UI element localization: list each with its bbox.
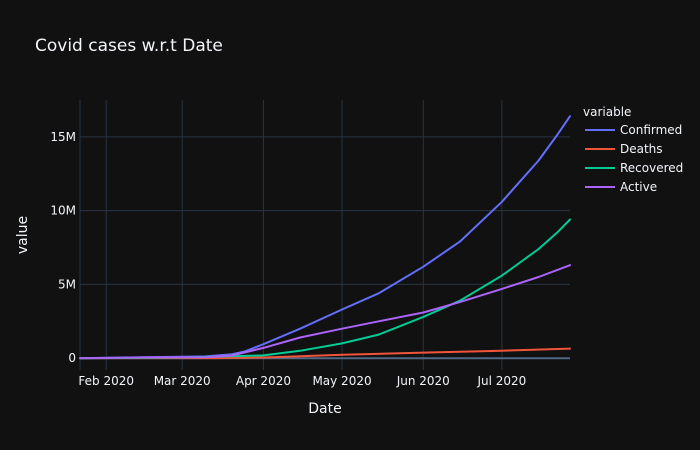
y-tick-label: 0 [68, 351, 76, 365]
legend-title: variable [583, 105, 631, 119]
grid [79, 100, 570, 370]
x-tick-label: Jul 2020 [476, 374, 526, 388]
x-tick-label: Jun 2020 [396, 374, 450, 388]
y-tick-label: 15M [50, 130, 76, 144]
legend-item-confirmed[interactable]: Confirmed [585, 123, 682, 137]
x-tick-label: Apr 2020 [236, 374, 291, 388]
series-line-recovered[interactable] [79, 218, 571, 360]
series-line-deaths[interactable] [79, 347, 571, 360]
y-axis-title: value [15, 216, 31, 254]
legend-label: Deaths [620, 142, 663, 156]
x-tick-label: Feb 2020 [78, 374, 134, 388]
x-tick-label: Mar 2020 [154, 374, 211, 388]
y-tick-label: 10M [50, 204, 76, 218]
plot-area [79, 115, 571, 360]
chart-title: Covid cases w.r.t Date [35, 36, 223, 56]
x-tick-label: May 2020 [312, 374, 371, 388]
legend-label: Recovered [620, 161, 683, 175]
y-axis-ticks: 0 5M 10M 15M [50, 130, 76, 365]
legend-item-deaths[interactable]: Deaths [585, 142, 663, 156]
legend-item-recovered[interactable]: Recovered [585, 161, 683, 175]
legend-item-active[interactable]: Active [585, 180, 657, 194]
series-line-active[interactable] [79, 264, 571, 360]
x-axis-title: Date [308, 401, 341, 417]
y-tick-label: 5M [58, 277, 76, 291]
legend-label: Active [620, 180, 657, 194]
series-line-confirmed[interactable] [79, 115, 571, 360]
x-axis-ticks: Feb 2020 Mar 2020 Apr 2020 May 2020 Jun 2020… [78, 374, 526, 388]
legend-label: Confirmed [620, 123, 682, 137]
legend: variable Confirmed Deaths Recovered Active [583, 105, 683, 194]
